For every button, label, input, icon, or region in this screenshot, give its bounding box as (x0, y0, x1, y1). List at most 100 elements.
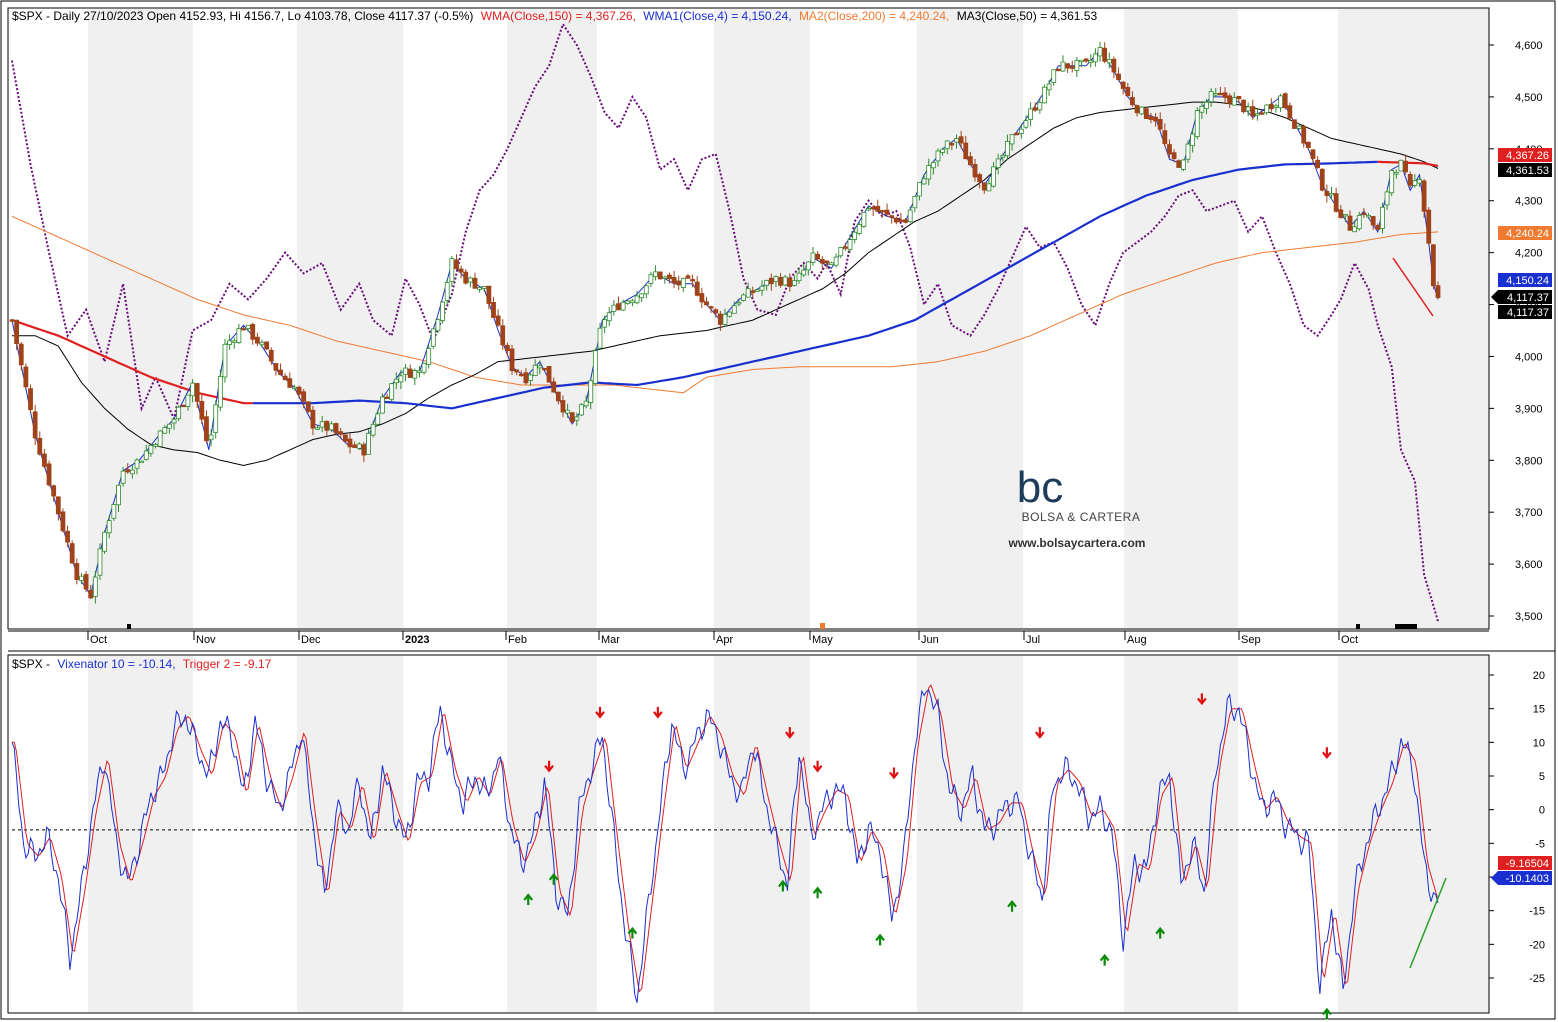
tag-wma4-bg (1498, 273, 1552, 287)
month-label: Nov (196, 634, 216, 646)
candle-body (282, 375, 288, 381)
candle-body (1162, 130, 1168, 145)
candle-body (727, 311, 733, 317)
candle-body (333, 423, 339, 434)
tag-wma150: 4,367.26 (1506, 150, 1549, 162)
header-ma2: MA2(Close,200) = 4,240.24, (799, 9, 949, 23)
candle-body (217, 376, 223, 408)
buy-arrow-icon (548, 873, 559, 885)
candle-body (1324, 190, 1330, 197)
candle-body (495, 315, 501, 326)
candle-body (560, 400, 566, 413)
watermark-logo-b: bc (1017, 463, 1063, 512)
candle-body (805, 261, 811, 271)
watermark: bc BOLSA & CARTERA www.bolsaycartera.com (1008, 463, 1146, 550)
candle-body (1143, 108, 1149, 119)
candle-body (518, 373, 524, 377)
candle-body (28, 388, 33, 410)
candle-body (852, 231, 858, 240)
candle-body (1389, 170, 1395, 194)
osc-tick-label: 10 (1533, 737, 1545, 749)
candle-body (46, 463, 52, 486)
red-trendline[interactable] (1392, 257, 1434, 317)
candle-body (583, 400, 589, 407)
header-prefix: $SPX - Daily 27/10/2023 Open 4152.93, Hi… (12, 9, 473, 23)
candle-body (889, 215, 895, 218)
candle-body (634, 295, 640, 304)
candle-body (379, 396, 385, 414)
candle-body (111, 504, 117, 519)
candle-body (199, 400, 205, 420)
candle-body (1222, 92, 1228, 98)
tag-ma200: 4,240.24 (1506, 228, 1549, 240)
candle-body (690, 279, 695, 282)
candle-body (1421, 180, 1427, 212)
tag-ma200-bg (1498, 226, 1552, 240)
candle-body (750, 290, 756, 293)
header-ma3: MA3(Close,50) = 4,361.53 (957, 9, 1098, 23)
candle-body (523, 372, 529, 384)
candle-body (829, 262, 834, 266)
candle-body (722, 313, 728, 325)
tag-vix-bg (1491, 871, 1552, 885)
candle-body (940, 148, 946, 153)
candle-body (565, 409, 570, 414)
price-pane-header: $SPX - Daily 27/10/2023 Open 4152.93, Hi… (12, 9, 1097, 23)
month-band (1338, 656, 1489, 1012)
candle-body (653, 271, 658, 277)
candle-body (1037, 102, 1043, 111)
candle-body (319, 421, 325, 428)
month-band (297, 656, 403, 1012)
candle-body (129, 469, 135, 475)
tag-wma4: 4,150.24 (1506, 275, 1549, 287)
candle-body (815, 253, 820, 260)
month-label: Mar (601, 634, 620, 646)
oscillator-series-group (11, 684, 1439, 1003)
candle-body (1018, 128, 1024, 134)
date-marker (1356, 624, 1360, 629)
candle-body (870, 206, 876, 210)
candle-body (574, 416, 580, 421)
candle-body (514, 369, 520, 373)
candle-body (1116, 73, 1121, 80)
candle-body (407, 368, 413, 378)
month-label: 2023 (405, 634, 429, 646)
candle-body (717, 313, 723, 325)
candle-body (1213, 93, 1219, 96)
candle-body (449, 258, 455, 282)
candle-body (18, 343, 24, 366)
watermark-url: www.bolsaycartera.com (1008, 536, 1146, 550)
candle-body (967, 156, 973, 166)
candle-body (1319, 168, 1325, 191)
candle-body (1055, 68, 1061, 72)
candle-body (759, 285, 765, 291)
candle-body (884, 209, 890, 215)
candle-body (917, 182, 922, 197)
buy-arrow-icon (812, 886, 823, 899)
candle-body (1287, 105, 1293, 119)
candle-body (458, 268, 464, 273)
candle-body (347, 438, 353, 448)
tag-close2-bg (1498, 305, 1552, 319)
candle-body (278, 369, 283, 376)
candle-body (787, 277, 793, 287)
candle-body (1074, 60, 1080, 71)
green-trendline[interactable] (1409, 877, 1447, 969)
candle-body (106, 520, 112, 534)
candle-body (1167, 144, 1172, 155)
candle-body (551, 381, 557, 393)
tag-trigger: -9.16504 (1506, 858, 1549, 870)
candle-body (671, 277, 677, 284)
candle-body (250, 324, 256, 340)
candle-body (1134, 105, 1140, 114)
candle-body (606, 312, 612, 322)
candle-body (708, 306, 714, 309)
price-tick-label: 3,800 (1515, 455, 1543, 467)
candle-body (838, 247, 844, 257)
candle-body (463, 271, 469, 284)
candle-body (1120, 81, 1126, 89)
candle-body (139, 460, 145, 463)
candle-body (1273, 105, 1279, 108)
month-label: Jul (1026, 634, 1040, 646)
candle-body (1245, 106, 1251, 112)
